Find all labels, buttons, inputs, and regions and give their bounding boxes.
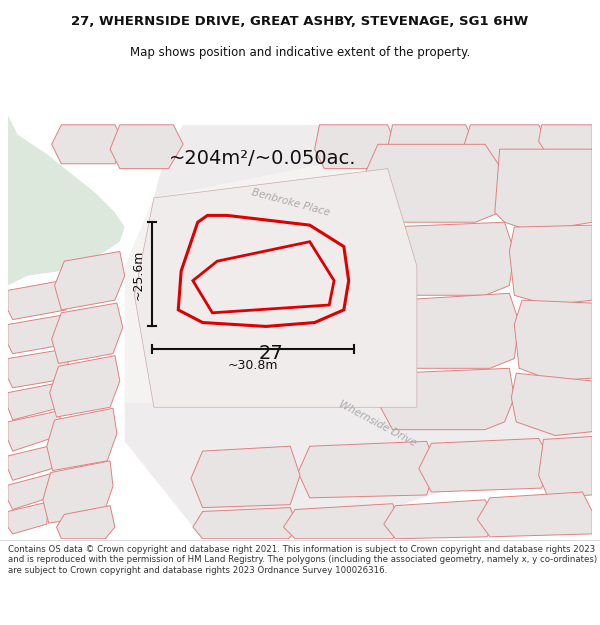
Text: ~30.8m: ~30.8m [227,359,278,372]
Polygon shape [8,410,61,451]
Polygon shape [539,436,592,498]
Polygon shape [8,349,70,388]
Polygon shape [314,125,397,169]
Polygon shape [110,125,183,169]
Polygon shape [358,144,505,222]
Text: Benbroke Place: Benbroke Place [250,188,331,218]
Polygon shape [125,159,378,402]
Text: 27: 27 [259,344,283,363]
Text: ~25.6m: ~25.6m [131,249,144,299]
Polygon shape [55,251,125,310]
Polygon shape [8,474,52,509]
Polygon shape [52,125,125,164]
Text: Whernside Drive: Whernside Drive [337,399,418,449]
Polygon shape [509,225,592,305]
Polygon shape [514,300,592,381]
Polygon shape [419,438,551,492]
Polygon shape [8,381,68,420]
Polygon shape [8,444,56,480]
Polygon shape [283,504,402,539]
Polygon shape [298,441,436,498]
Polygon shape [125,402,592,539]
Polygon shape [193,508,298,539]
Text: Map shows position and indicative extent of the property.: Map shows position and indicative extent… [130,46,470,59]
Polygon shape [43,461,113,523]
Text: 27, WHERNSIDE DRIVE, GREAT ASHBY, STEVENAGE, SG1 6HW: 27, WHERNSIDE DRIVE, GREAT ASHBY, STEVEN… [71,15,529,28]
Polygon shape [50,356,120,417]
Text: ~204m²/~0.050ac.: ~204m²/~0.050ac. [169,149,356,168]
Polygon shape [378,368,514,429]
Polygon shape [511,373,592,436]
Polygon shape [384,500,497,539]
Polygon shape [495,149,592,232]
Polygon shape [47,408,117,471]
Polygon shape [373,222,514,295]
Polygon shape [191,446,300,508]
Polygon shape [8,71,125,286]
Polygon shape [464,125,548,166]
Text: Contains OS data © Crown copyright and database right 2021. This information is : Contains OS data © Crown copyright and d… [8,545,597,574]
Polygon shape [154,125,349,212]
Polygon shape [539,125,592,161]
Polygon shape [383,293,519,368]
Polygon shape [388,125,475,167]
Polygon shape [52,303,123,363]
Polygon shape [134,169,417,408]
Polygon shape [8,315,68,354]
Polygon shape [477,492,592,537]
Polygon shape [8,281,66,319]
Polygon shape [56,506,115,539]
Polygon shape [8,502,49,534]
